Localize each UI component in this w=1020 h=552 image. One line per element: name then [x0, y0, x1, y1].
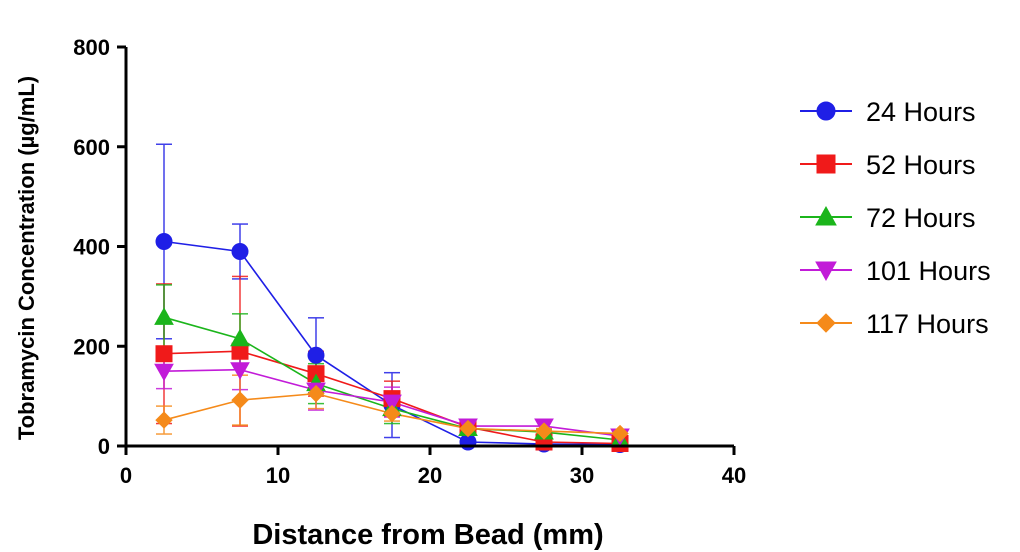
- legend-label: 72 Hours: [866, 203, 976, 233]
- x-tick-label: 0: [120, 463, 132, 488]
- legend-marker: [816, 101, 836, 121]
- data-point-72-hours: [230, 328, 250, 347]
- x-tick-label: 10: [266, 463, 290, 488]
- y-tick-label: 200: [73, 334, 110, 359]
- legend: 24 Hours 52 Hours 72 Hours 101 Hours 117 Hou…: [800, 97, 991, 339]
- x-tick-label: 30: [570, 463, 594, 488]
- y-tick-label: 0: [98, 434, 110, 459]
- data-point-117-hours: [383, 404, 401, 423]
- y-tick-label: 400: [73, 235, 110, 260]
- x-tick-label: 20: [418, 463, 442, 488]
- legend-item-117-hours: 117 Hours: [800, 309, 989, 339]
- ticks: 0 200 400 600 800 0 10 20 30 40: [73, 35, 746, 488]
- legend-item-101-hours: 101 Hours: [800, 256, 991, 286]
- data-point-24-hours: [155, 233, 173, 251]
- y-tick-label: 800: [73, 35, 110, 60]
- legend-item-24-hours: 24 Hours: [800, 97, 976, 127]
- data-point-117-hours: [155, 411, 173, 429]
- data-point-52-hours: [155, 345, 173, 363]
- legend-marker: [815, 261, 837, 282]
- legend-label: 24 Hours: [866, 97, 976, 127]
- series-markers: [154, 233, 630, 454]
- data-point-117-hours: [611, 424, 629, 443]
- legend-label: 117 Hours: [866, 309, 989, 339]
- data-point-117-hours: [459, 419, 477, 438]
- legend-marker: [816, 154, 836, 174]
- data-point-101-hours: [382, 394, 402, 413]
- data-point-101-hours: [230, 362, 250, 380]
- data-point-72-hours: [154, 307, 174, 325]
- data-point-24-hours: [307, 346, 325, 364]
- legend-item-52-hours: 52 Hours: [800, 150, 976, 180]
- y-tick-label: 600: [73, 135, 110, 160]
- legend-label: 101 Hours: [866, 256, 991, 286]
- data-point-117-hours: [231, 391, 249, 409]
- data-point-24-hours: [231, 242, 249, 260]
- x-tick-label: 40: [722, 463, 746, 488]
- x-axis-title: Distance from Bead (mm): [252, 519, 603, 551]
- legend-marker: [816, 313, 836, 333]
- y-axis-title: Tobramycin Concentration (µg/mL): [14, 76, 39, 440]
- data-point-117-hours: [307, 384, 325, 403]
- legend-marker: [815, 205, 837, 226]
- legend-item-72-hours: 72 Hours: [800, 203, 976, 233]
- data-point-117-hours: [535, 422, 553, 440]
- data-point-101-hours: [154, 363, 174, 382]
- axes: [124, 47, 734, 448]
- legend-label: 52 Hours: [866, 150, 976, 180]
